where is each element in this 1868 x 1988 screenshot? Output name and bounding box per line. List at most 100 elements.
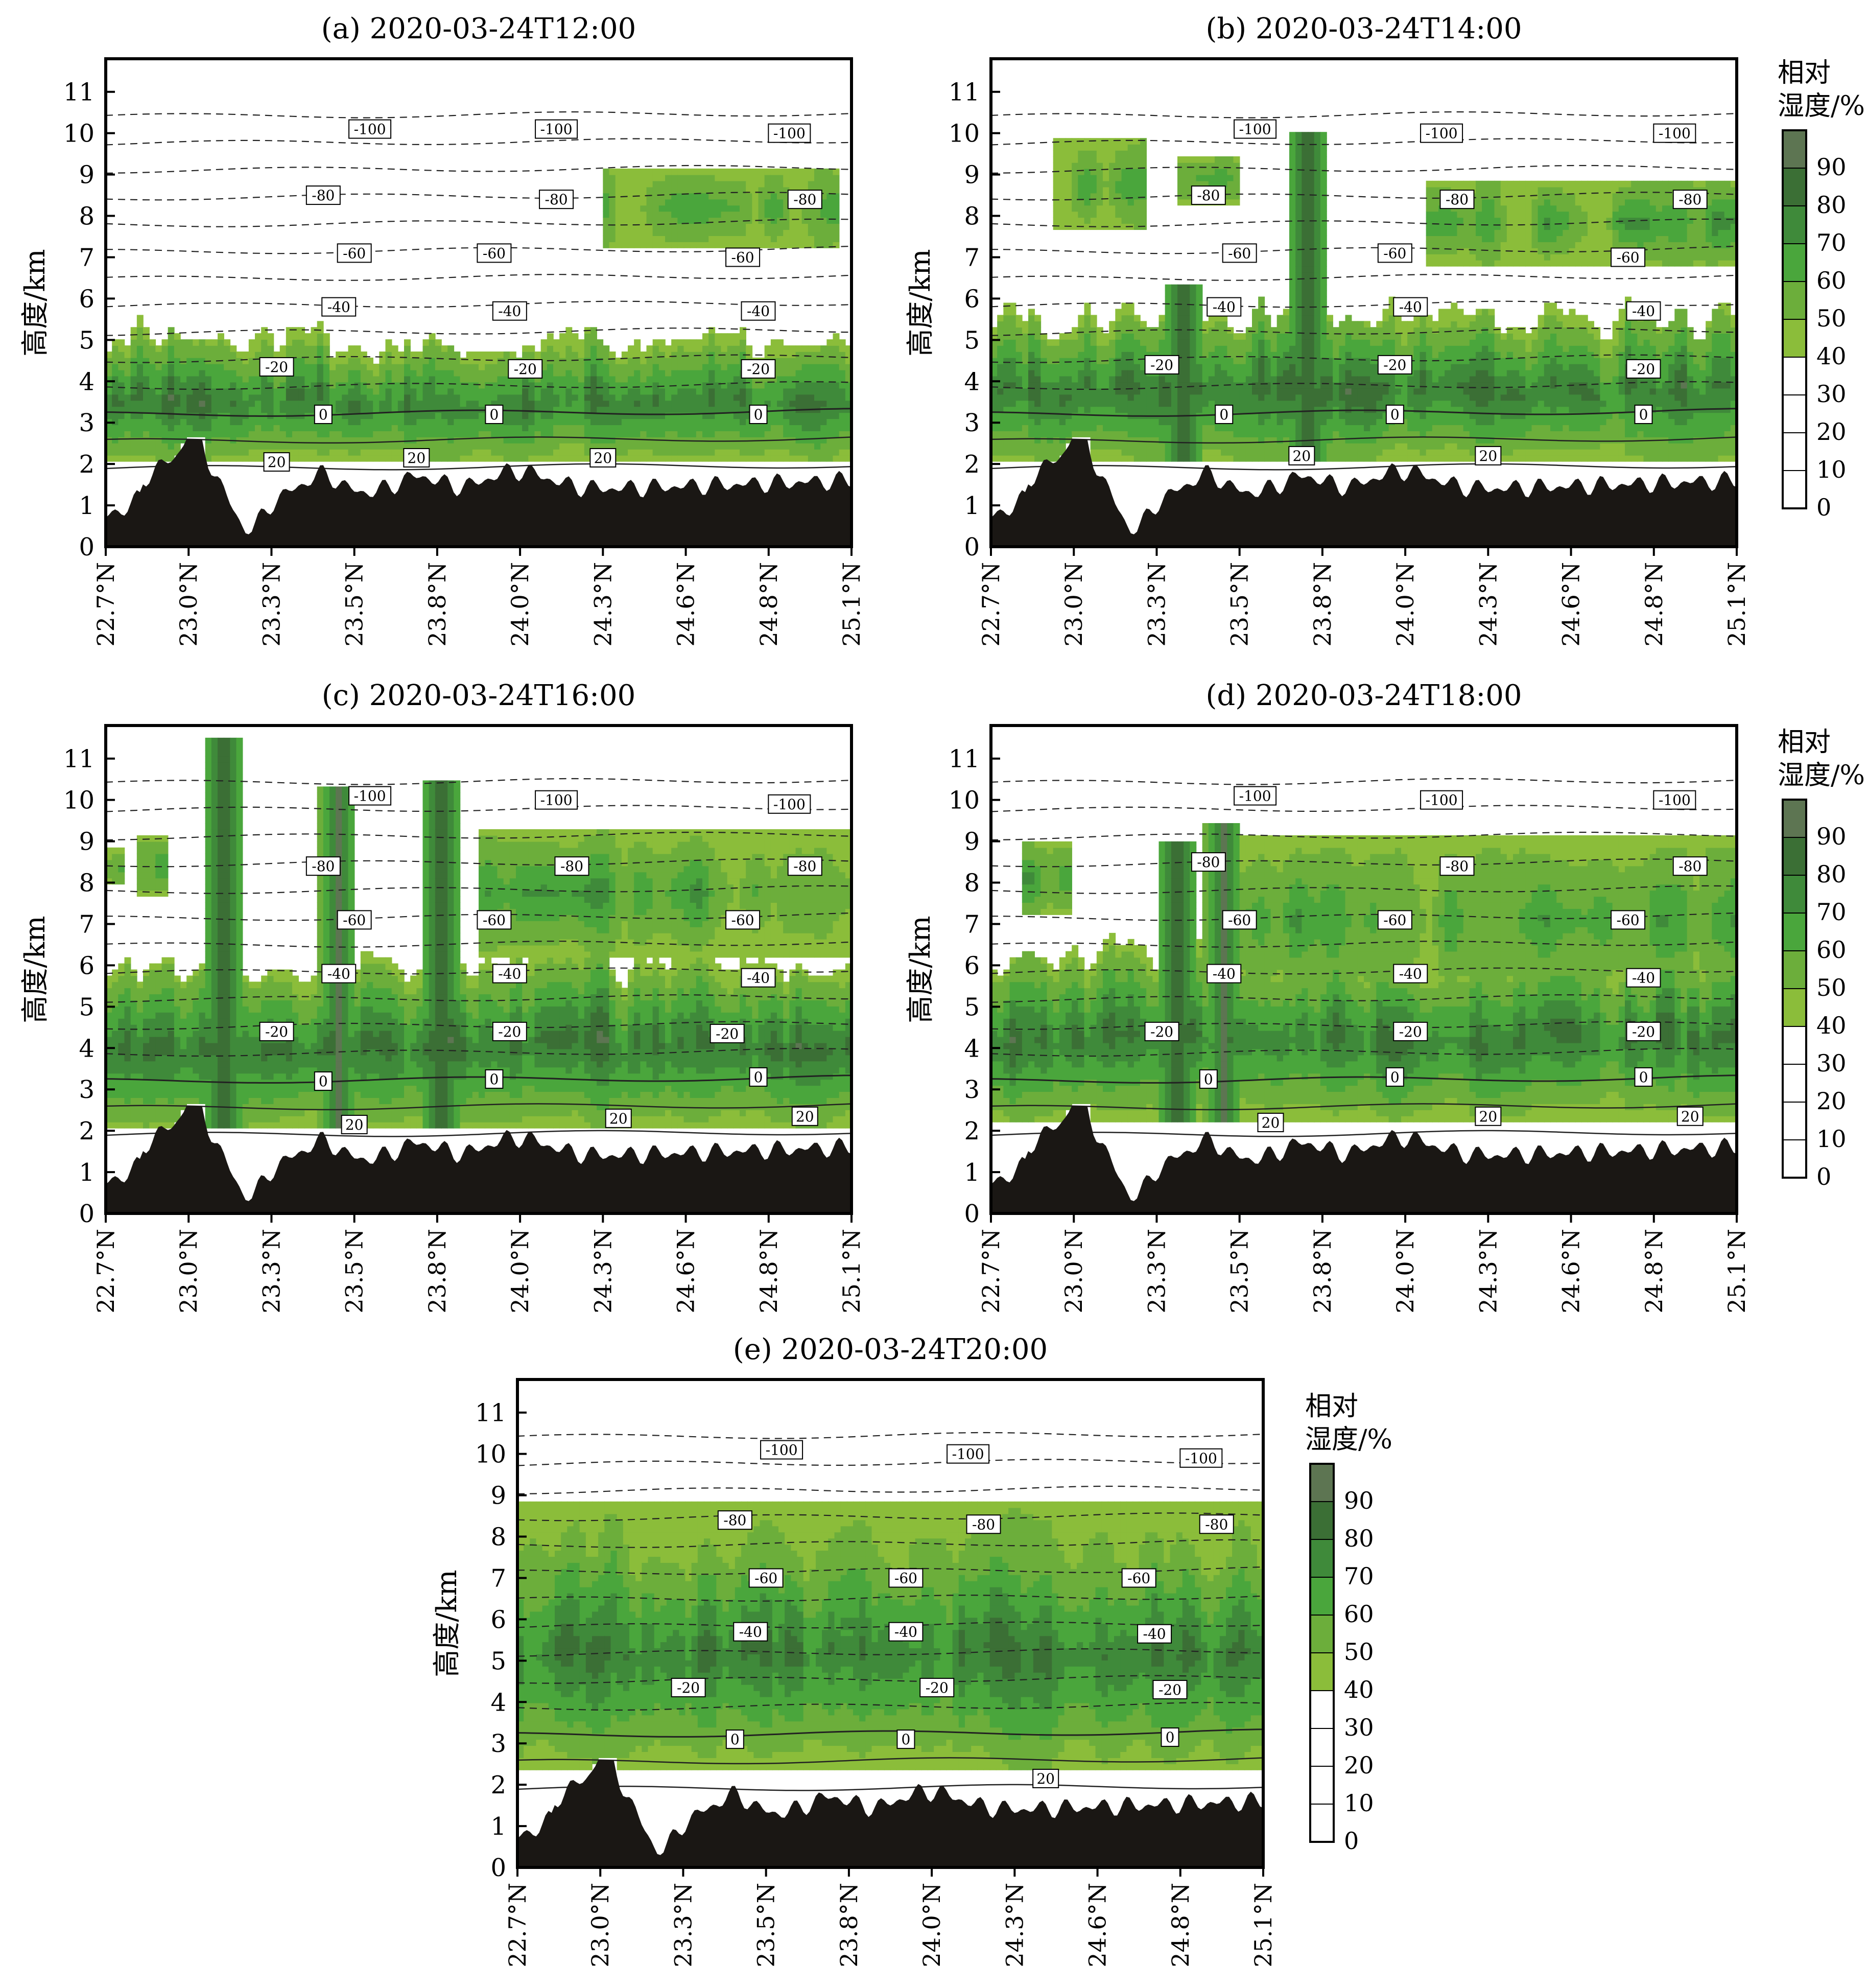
rh-cell xyxy=(1258,339,1265,346)
rh-cell xyxy=(839,345,846,352)
rh-cell xyxy=(1190,418,1197,426)
rh-cell xyxy=(1351,339,1358,346)
rh-cell xyxy=(727,455,734,462)
rh-cell xyxy=(1078,406,1085,413)
rh-cell xyxy=(1022,394,1029,401)
rh-cell xyxy=(783,174,790,181)
rh-cell xyxy=(783,242,790,248)
rh-cell xyxy=(715,223,722,230)
rh-cell xyxy=(1177,315,1184,322)
rh-cell xyxy=(180,406,187,413)
rh-cell xyxy=(1003,388,1010,395)
rh-cell xyxy=(1314,168,1321,175)
rh-cell xyxy=(1041,400,1048,407)
rh-cell xyxy=(1196,431,1203,437)
rh-cell xyxy=(609,168,616,175)
rh-cell xyxy=(1096,156,1103,163)
rh-cell xyxy=(1208,418,1215,426)
rh-cell xyxy=(1308,296,1315,303)
rh-cell xyxy=(770,345,777,352)
rh-cell xyxy=(690,199,697,206)
rh-cell xyxy=(764,443,771,450)
rh-cell xyxy=(615,394,622,401)
rh-cell xyxy=(1133,339,1141,346)
rh-cell xyxy=(1320,174,1327,181)
rh-cell xyxy=(1221,449,1228,456)
rh-cell xyxy=(708,388,716,395)
rh-cell xyxy=(658,431,666,437)
rh-cell xyxy=(522,382,529,389)
rh-cell xyxy=(404,425,411,431)
rh-cell xyxy=(1314,443,1321,450)
rh-cell xyxy=(1245,363,1252,370)
rh-cell xyxy=(516,400,523,407)
rh-cell xyxy=(603,431,610,437)
rh-cell xyxy=(1202,168,1209,175)
rh-cell xyxy=(721,443,728,450)
rh-cell xyxy=(317,339,324,346)
rh-cell xyxy=(708,443,716,450)
rh-cell xyxy=(808,418,815,426)
rh-cell xyxy=(1314,363,1321,370)
rh-cell xyxy=(1133,418,1141,426)
rh-cell xyxy=(1308,138,1315,145)
terrain xyxy=(106,439,852,547)
rh-cell xyxy=(472,352,479,358)
rh-cell xyxy=(752,394,759,401)
rh-cell xyxy=(814,449,821,456)
rh-cell xyxy=(298,449,305,456)
y-tick-label: 5 xyxy=(79,326,94,355)
rh-cell xyxy=(658,205,666,212)
rh-cell xyxy=(615,455,622,462)
rh-cell xyxy=(991,345,998,352)
rh-cell xyxy=(1345,382,1352,389)
rh-cell xyxy=(1357,321,1364,328)
rh-cell xyxy=(621,236,628,242)
rh-cell xyxy=(174,333,181,340)
rh-cell xyxy=(1221,443,1228,450)
rh-cell xyxy=(820,223,827,230)
rh-cell xyxy=(1351,418,1358,426)
rh-cell xyxy=(1009,425,1016,431)
rh-cell xyxy=(1096,180,1103,188)
rh-cell xyxy=(752,180,759,188)
rh-cell xyxy=(1078,363,1085,370)
rh-cell xyxy=(354,382,361,389)
rh-cell xyxy=(1066,431,1072,437)
rh-cell xyxy=(1202,376,1209,383)
rh-cell xyxy=(1059,174,1066,181)
rh-cell xyxy=(1270,376,1278,383)
rh-cell xyxy=(621,394,628,401)
rh-cell xyxy=(218,400,224,407)
rh-cell xyxy=(1090,315,1097,322)
rh-cell xyxy=(1146,449,1153,456)
rh-cell xyxy=(429,345,436,352)
rh-cell xyxy=(770,186,777,194)
rh-cell xyxy=(777,242,784,248)
rh-cell xyxy=(136,425,144,431)
rh-cell xyxy=(161,455,169,462)
rh-cell xyxy=(1252,321,1259,328)
rh-cell xyxy=(1258,369,1265,377)
rh-cell xyxy=(1072,193,1079,200)
rh-cell xyxy=(304,388,312,395)
rh-cell xyxy=(702,205,709,212)
rh-cell xyxy=(1295,357,1303,364)
rh-cell xyxy=(652,229,659,236)
rh-cell xyxy=(1115,357,1122,364)
rh-cell xyxy=(833,449,840,456)
rh-cell xyxy=(1177,162,1184,169)
rh-cell xyxy=(1351,357,1358,364)
rh-cell xyxy=(1041,369,1048,377)
rh-cell xyxy=(696,394,703,401)
rh-cell xyxy=(671,425,678,431)
rh-cell xyxy=(1364,425,1370,431)
rh-cell xyxy=(1388,437,1396,443)
rh-cell xyxy=(1121,150,1128,157)
rh-cell xyxy=(248,425,255,431)
rh-cell xyxy=(1364,363,1370,370)
rh-cell xyxy=(1314,406,1321,413)
rh-cell xyxy=(1034,339,1042,346)
rh-cell xyxy=(1152,400,1160,407)
rh-cell xyxy=(997,369,1004,377)
